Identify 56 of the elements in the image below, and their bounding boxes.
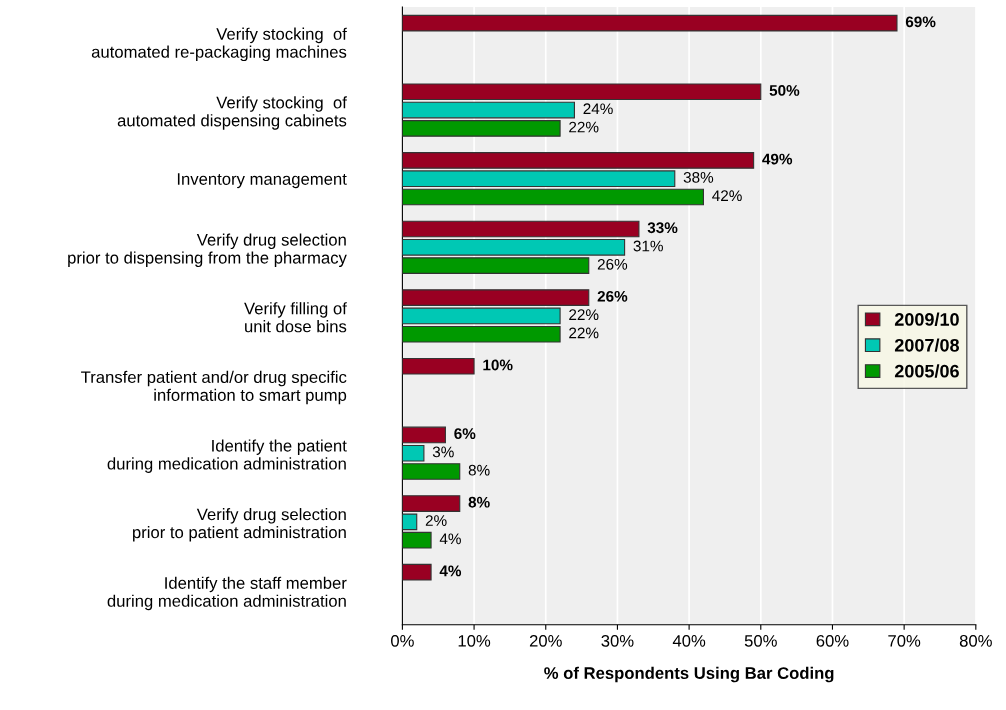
bar (402, 83, 762, 101)
y-tick-label: Verify drug selection prior to patient administration (133, 508, 346, 542)
data-label: 22% (569, 121, 599, 133)
y-tick-label: Identify the staff member during medication administration (107, 576, 347, 611)
bar (402, 188, 705, 206)
legend-label: 2009/10 (894, 312, 959, 327)
data-label: 8% (468, 464, 490, 476)
y-tick-label: Verify stocking of automated re-packaging machines (91, 27, 347, 62)
data-label: 8% (468, 496, 490, 508)
data-label: 50% (769, 85, 800, 96)
data-label: 24% (583, 103, 613, 115)
x-tick-label: 20% (529, 634, 562, 647)
bar (402, 357, 475, 375)
data-label: 49% (762, 153, 793, 165)
data-label: 3% (432, 446, 454, 458)
x-tick-label: 50% (744, 634, 777, 647)
bar (402, 101, 575, 119)
y-tick-label: Verify stocking of automated dispensing cabinets (117, 96, 347, 130)
bar (402, 220, 640, 238)
bar (402, 325, 561, 343)
data-label: 2% (425, 515, 447, 526)
x-tick-label: 10% (458, 634, 491, 647)
y-tick-label: Identify the patient during medication administration (107, 439, 347, 473)
y-tick-label: Verify filling of unit dose bins (244, 302, 347, 333)
data-label: 31% (633, 240, 663, 252)
bar (402, 307, 561, 325)
data-label: 69% (905, 16, 936, 28)
y-tick-label: Inventory management (177, 173, 347, 189)
data-label: 26% (597, 290, 628, 302)
bar (402, 426, 446, 444)
y-tick-label: Transfer patient and/or drug specific information to smart pump (81, 370, 347, 405)
x-tick-label: 40% (672, 634, 706, 647)
data-label: 38% (683, 171, 714, 183)
x-tick-label: 0% (391, 634, 414, 647)
data-label: 4% (439, 533, 461, 545)
data-label: 33% (647, 222, 678, 234)
legend-label: 2005/06 (894, 364, 959, 378)
x-axis-title: % of Respondents Using Bar Coding (544, 666, 834, 683)
x-tick-label: 60% (816, 634, 849, 647)
data-label: 22% (569, 327, 599, 339)
bar (402, 14, 898, 32)
bar (402, 289, 590, 306)
legend-label: 2007/08 (894, 338, 960, 352)
bar (402, 531, 432, 549)
x-tick-label: 30% (601, 634, 634, 647)
bar (402, 120, 561, 137)
x-tick-label: 80% (959, 634, 992, 647)
data-label: 10% (483, 359, 513, 371)
data-label: 22% (569, 309, 599, 320)
data-label: 42% (712, 190, 742, 202)
data-label: 4% (439, 565, 462, 577)
y-tick-label: Verify drug selection prior to dispensing from the pharmacy (68, 233, 347, 267)
bar (402, 563, 432, 581)
data-label: 6% (454, 428, 476, 440)
data-label: 26% (597, 258, 628, 270)
x-tick-label: 70% (888, 634, 921, 647)
